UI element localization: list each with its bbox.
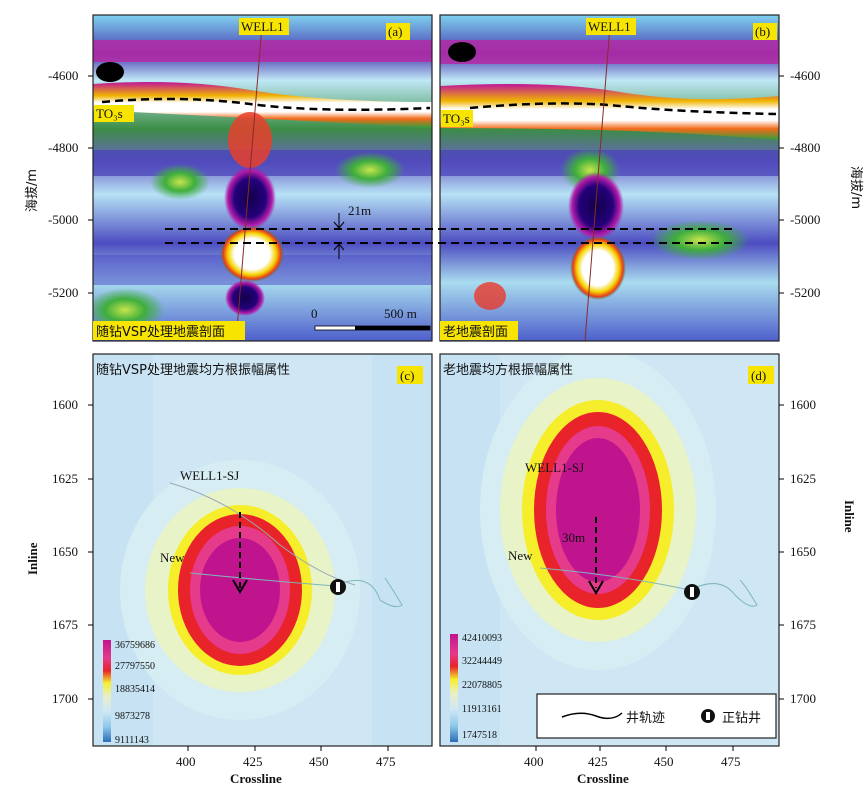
drilling-well-legend-icon: [701, 709, 715, 723]
y-axis-label-b: 海拔/m: [848, 166, 863, 209]
svg-text:1650: 1650: [52, 544, 78, 559]
svg-text:450: 450: [309, 754, 329, 769]
well-label-d: WELL1-SJ: [525, 460, 584, 475]
tick-a-4800: -4800: [48, 140, 78, 155]
y-axis-d: 1600 1625 1650 1675 1700 Inline: [779, 397, 857, 706]
panel-tag-a: (a): [388, 24, 402, 39]
caption-b: 老地震剖面: [443, 325, 508, 340]
svg-text:400: 400: [524, 754, 544, 769]
svg-text:425: 425: [243, 754, 263, 769]
tick-a-4600: -4600: [48, 68, 78, 83]
legend: 井轨迹 正钻井: [536, 693, 777, 739]
svg-text:11913161: 11913161: [462, 704, 502, 715]
svg-text:27797550: 27797550: [115, 661, 155, 672]
drilling-well-icon-d: [684, 584, 700, 600]
panel-d: [440, 354, 779, 746]
legend-well-path: 井轨迹: [626, 711, 665, 726]
panel-a: [93, 15, 432, 341]
well-label-b: WELL1: [588, 19, 631, 34]
svg-text:1700: 1700: [52, 691, 78, 706]
drilling-well-icon-c: [330, 579, 346, 595]
svg-text:36759686: 36759686: [115, 640, 155, 651]
legend-drilling-well: 正钻井: [722, 711, 761, 726]
svg-text:9873278: 9873278: [115, 711, 150, 722]
y-axis-c: 1600 1625 1650 1675 1700 Inline: [25, 397, 93, 706]
svg-text:18835414: 18835414: [115, 684, 155, 695]
new-label-c: New: [160, 550, 185, 565]
svg-text:1747518: 1747518: [462, 730, 497, 741]
title-d: 老地震均方根振幅属性: [443, 362, 573, 378]
tick-a-5000: -5000: [48, 212, 78, 227]
svg-text:425: 425: [588, 754, 608, 769]
svg-text:475: 475: [721, 754, 741, 769]
y-axis-b: -4600 -4800 -5000 -5200 海拔/m: [779, 68, 863, 300]
svg-text:1625: 1625: [790, 471, 816, 486]
tick-b-4800: -4800: [790, 140, 820, 155]
tick-b-5000: -5000: [790, 212, 820, 227]
panel-tag-d: (d): [751, 368, 766, 383]
svg-text:32244449: 32244449: [462, 656, 502, 667]
x-axis-label-c: Crossline: [230, 771, 282, 786]
x-axis-label-d: Crossline: [577, 771, 629, 786]
svg-text:42410093: 42410093: [462, 633, 502, 644]
colorbar-labels-c: 36759686 27797550 18835414 9873278 91111…: [115, 640, 155, 746]
thickness-label: 21m: [348, 203, 371, 218]
y-axis-label-d: Inline: [842, 500, 857, 533]
svg-text:1675: 1675: [52, 617, 78, 632]
svg-text:475: 475: [376, 754, 396, 769]
tick-b-4600: -4600: [790, 68, 820, 83]
colorbar-d: [450, 634, 458, 742]
caption-a: 随钻VSP处理地震剖面: [96, 325, 225, 340]
svg-text:1600: 1600: [790, 397, 816, 412]
title-c: 随钻VSP处理地震均方根振幅属性: [96, 362, 290, 378]
panel-tag-c: (c): [400, 368, 414, 383]
new-label-d: New: [508, 548, 533, 563]
svg-text:450: 450: [654, 754, 674, 769]
distance-label-d: 30m: [562, 530, 585, 545]
well-label-c: WELL1-SJ: [180, 468, 239, 483]
horizon-label-a: TO₃s: [96, 106, 123, 121]
scalebar-start: 0: [311, 306, 318, 321]
well-label-a: WELL1: [241, 19, 284, 34]
svg-text:1700: 1700: [790, 691, 816, 706]
svg-text:1600: 1600: [52, 397, 78, 412]
y-axis-a: -4600 -4800 -5000 -5200 海拔/m: [25, 68, 93, 300]
colorbar-c: [103, 640, 111, 742]
svg-text:400: 400: [176, 754, 196, 769]
svg-text:22078805: 22078805: [462, 680, 502, 691]
up-arrow-icon: [333, 243, 345, 259]
tick-b-5200: -5200: [790, 285, 820, 300]
x-axis-d: 400 425 450 475 Crossline: [524, 746, 741, 786]
down-arrow-icon: [333, 213, 345, 229]
svg-text:9111143: 9111143: [115, 735, 149, 746]
svg-text:1650: 1650: [790, 544, 816, 559]
horizon-label-b: TO₃s: [443, 111, 470, 126]
svg-text:1675: 1675: [790, 617, 816, 632]
y-axis-label-c: Inline: [25, 542, 40, 575]
tick-a-5200: -5200: [48, 285, 78, 300]
svg-text:1625: 1625: [52, 471, 78, 486]
panel-c: [93, 354, 432, 746]
scalebar-end: 500 m: [384, 306, 417, 321]
y-axis-label-a: 海拔/m: [25, 169, 40, 212]
x-axis-c: 400 425 450 475 Crossline: [176, 746, 396, 786]
panel-b: [440, 15, 779, 341]
well-path-icon: [561, 712, 623, 720]
panel-tag-b: (b): [755, 24, 770, 39]
colorbar-labels-d: 42410093 32244449 22078805 11913161 1747…: [462, 633, 502, 741]
